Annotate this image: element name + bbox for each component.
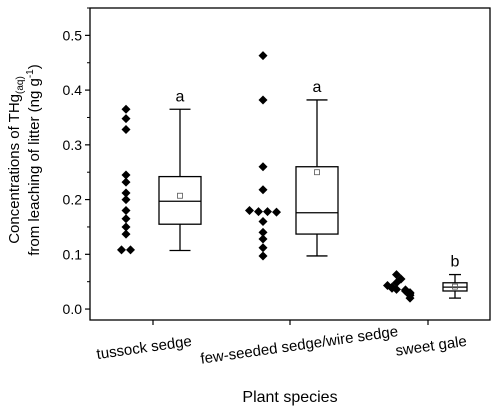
plot-frame <box>89 7 491 321</box>
data-point <box>258 185 268 195</box>
y-tick-label: 0.4 <box>63 82 83 98</box>
mean-marker <box>177 192 183 199</box>
data-point <box>121 114 131 124</box>
data-point <box>121 177 131 187</box>
significance-letter: a <box>313 79 322 96</box>
data-point <box>258 162 268 172</box>
data-point <box>121 170 131 180</box>
x-axis-title: Plant species <box>242 389 337 406</box>
data-point <box>258 216 268 226</box>
mean-marker <box>452 283 458 290</box>
data-point <box>121 222 131 232</box>
data-point <box>121 104 131 114</box>
significance-letter: b <box>451 254 460 271</box>
data-point <box>121 229 131 239</box>
data-point <box>258 251 268 261</box>
box <box>158 175 202 225</box>
significance-letter: a <box>176 88 185 105</box>
data-point <box>121 214 131 224</box>
x-tick-label: tussock sedge <box>96 333 193 363</box>
y-axis: 0.0 0.1 0.2 0.3 0.4 0.5 <box>63 7 90 317</box>
data-point <box>272 207 281 217</box>
x-tick-label: few-seeded sedge/wire sedge <box>199 323 399 368</box>
data-point <box>121 188 131 198</box>
data-point <box>258 51 268 61</box>
data-point <box>117 245 126 255</box>
x-axis: tussock sedge few-seeded sedge/wire sedge… <box>96 320 468 368</box>
data-point <box>245 206 254 216</box>
group-3: b <box>383 254 468 303</box>
data-point <box>263 207 272 217</box>
x-tick-label: sweet gale <box>394 333 467 360</box>
group-2: a <box>245 51 339 261</box>
y-tick-label: 0.2 <box>63 192 83 208</box>
data-point <box>254 207 263 217</box>
data-point <box>405 293 415 303</box>
data-point <box>121 125 131 135</box>
y-tick-label: 0.0 <box>63 301 83 317</box>
data-point <box>258 243 268 253</box>
y-tick-label: 0.3 <box>63 137 83 153</box>
data-point <box>126 245 135 255</box>
y-tick-label: 0.5 <box>63 27 83 43</box>
data-point <box>258 227 268 237</box>
plot-area: a a b <box>117 51 468 303</box>
data-point <box>258 95 268 105</box>
mean-marker <box>314 169 320 176</box>
y-axis-title-line1: Concentrations of THg(aq) <box>6 76 26 244</box>
y-tick-label: 0.1 <box>63 246 83 262</box>
y-axis-title-line2: from leaching of litter (ng g-1) <box>25 64 43 256</box>
box <box>295 166 339 235</box>
data-point <box>121 195 131 205</box>
data-point <box>258 234 268 244</box>
data-point <box>392 284 401 294</box>
data-point <box>121 206 131 216</box>
group-1: a <box>117 88 202 255</box>
